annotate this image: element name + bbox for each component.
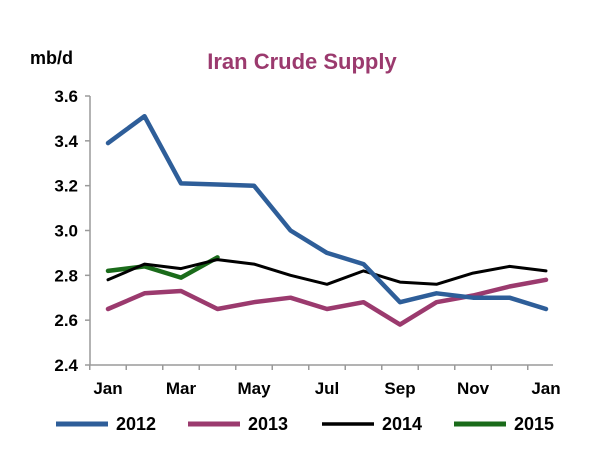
x-tick-label: May [237, 379, 271, 398]
y-tick-label: 2.6 [54, 311, 78, 330]
series-line-2013 [105, 277, 549, 327]
legend-label-2012: 2012 [116, 414, 156, 434]
y-tick-label: 3.6 [54, 87, 78, 106]
series-line-2014 [106, 258, 548, 286]
x-tick-label: Sep [384, 379, 415, 398]
y-tick-label: 2.4 [54, 356, 78, 375]
legend: 2012 2013 2014 2015 [56, 414, 554, 434]
y-tick-label: 2.8 [54, 266, 78, 285]
x-axis-ticks: Jan Mar May Jul Sep Nov Jan [89, 365, 561, 398]
chart-title: Iran Crude Supply [207, 49, 397, 74]
y-unit-label: mb/d [30, 48, 73, 68]
legend-label-2014: 2014 [382, 414, 422, 434]
y-tick-label: 3.0 [54, 222, 78, 241]
series-lines [105, 113, 549, 327]
y-tick-label: 3.2 [54, 177, 78, 196]
y-tick-label: 3.4 [54, 132, 78, 151]
legend-label-2015: 2015 [514, 414, 554, 434]
legend-label-2013: 2013 [248, 414, 288, 434]
series-line-2012 [105, 113, 549, 312]
x-tick-label: Jan [93, 379, 122, 398]
series-line-2015 [105, 255, 220, 280]
x-tick-label: Nov [457, 379, 490, 398]
y-axis-ticks: 2.4 2.6 2.8 3.0 3.2 3.4 3.6 [54, 87, 90, 375]
x-tick-label: Jan [531, 379, 560, 398]
x-tick-label: Jul [315, 379, 340, 398]
x-tick-label: Mar [166, 379, 197, 398]
